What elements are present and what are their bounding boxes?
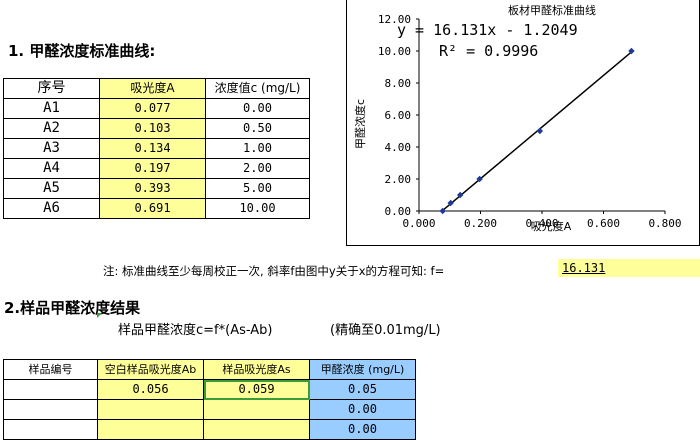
header-cell[interactable]: 空白样品吸光度Ab — [97, 359, 204, 380]
table-row: A2 0.103 0.50 — [3, 118, 310, 139]
header-cell[interactable]: 浓度值c (mg/L) — [205, 78, 310, 99]
sample-id-cell[interactable]: A6 — [3, 198, 100, 219]
absorbance-cell[interactable]: 0.103 — [99, 118, 206, 139]
sample-id-cell[interactable]: A1 — [3, 98, 100, 119]
y-axis-label: 甲醛浓度c — [353, 99, 367, 149]
data-point — [439, 207, 446, 215]
sample-id-cell[interactable]: A2 — [3, 118, 100, 139]
sample-table-header: 样品编号 空白样品吸光度Ab 样品吸光度As 甲醛浓度 (mg/L) — [3, 359, 416, 380]
x-tick-label: 0.200 — [464, 217, 497, 230]
slope-f-value: 16.131 — [562, 261, 606, 275]
table-row: 0.00 — [3, 399, 416, 420]
sample-absorbance-cell-selected[interactable]: 0.059 — [203, 379, 310, 400]
table-row: A5 0.393 5.00 — [3, 178, 310, 199]
x-tick-label: 0.800 — [648, 217, 681, 230]
comment-marker — [97, 313, 102, 318]
slope-f-cell[interactable]: 16.131 — [558, 259, 700, 277]
concentration-result-cell[interactable]: 0.00 — [309, 399, 416, 420]
y-tick-label: 0.00 — [385, 205, 412, 218]
chart-title: 板材甲醛标准曲线 — [508, 3, 596, 17]
y-tick-label: 8.00 — [385, 77, 412, 90]
y-tick-label: 4.00 — [385, 141, 412, 154]
blank-absorbance-cell[interactable] — [97, 399, 204, 420]
table-row: A4 0.197 2.00 — [3, 158, 310, 179]
standard-table-header: 序号 吸光度A 浓度值c (mg/L) — [3, 78, 310, 99]
header-cell[interactable]: 序号 — [3, 78, 100, 99]
concentration-cell[interactable]: 2.00 — [205, 158, 310, 179]
r-squared-label: R² = 0.9996 — [439, 42, 538, 60]
header-cell[interactable]: 甲醛浓度 (mg/L) — [309, 359, 416, 380]
data-point — [536, 127, 544, 135]
x-tick-label: 0.400 — [525, 217, 558, 230]
data-point — [476, 175, 483, 183]
concentration-cell[interactable]: 0.00 — [205, 98, 310, 119]
absorbance-cell[interactable]: 0.077 — [99, 98, 206, 119]
table-row: 0.00 — [3, 419, 416, 440]
header-cell[interactable]: 样品吸光度As — [203, 359, 310, 380]
header-cell[interactable]: 吸光度A — [99, 78, 206, 99]
precision-note: (精确至0.01mg/L) — [330, 323, 441, 338]
concentration-result-cell[interactable]: 0.05 — [309, 379, 416, 400]
sample-id-cell[interactable] — [3, 419, 98, 440]
trendline-equation: y = 16.131x - 1.2049 — [397, 21, 578, 39]
sample-absorbance-cell[interactable] — [203, 399, 310, 420]
chart-canvas: 板材甲醛标准曲线 0.002.004.006.008.0010.0012.00 … — [353, 3, 682, 233]
y-tick-label: 2.00 — [385, 173, 412, 186]
absorbance-cell[interactable]: 0.134 — [99, 138, 206, 159]
concentration-result-cell[interactable]: 0.00 — [309, 419, 416, 440]
concentration-cell[interactable]: 0.50 — [205, 118, 310, 139]
header-cell[interactable]: 样品编号 — [3, 359, 98, 380]
sample-id-cell[interactable]: A4 — [3, 158, 100, 179]
section1-title: 1. 甲醛浓度标准曲线: — [8, 42, 156, 60]
sample-id-cell[interactable]: A5 — [3, 178, 100, 199]
x-axis-label: 吸光度A — [531, 219, 572, 233]
sample-table: 样品编号 空白样品吸光度Ab 样品吸光度As 甲醛浓度 (mg/L) 0.056… — [3, 359, 416, 440]
table-row: A6 0.691 10.00 — [3, 198, 310, 219]
y-tick-label: 6.00 — [385, 109, 412, 122]
sample-id-cell[interactable] — [3, 399, 98, 420]
section2-title: 2.样品甲醛浓度结果 — [4, 299, 141, 317]
x-tick-label: 0.600 — [587, 217, 620, 230]
concentration-cell[interactable]: 10.00 — [205, 198, 310, 219]
concentration-cell[interactable]: 5.00 — [205, 178, 310, 199]
data-point — [447, 199, 454, 207]
blank-absorbance-cell[interactable]: 0.056 — [97, 379, 204, 400]
sample-id-cell[interactable]: A3 — [3, 138, 100, 159]
blank-absorbance-cell[interactable] — [97, 419, 204, 440]
table-row: A3 0.134 1.00 — [3, 138, 310, 159]
table-row: 0.056 0.059 0.05 — [3, 379, 416, 400]
calibration-chart[interactable]: 板材甲醛标准曲线 0.00 2.00 4.00 6.00 8.00 10.00 12.00 … — [346, 0, 700, 246]
formula-text: 样品甲醛浓度c=f*(As-Ab) — [118, 323, 273, 338]
sample-id-cell[interactable] — [3, 379, 98, 400]
table-row: A1 0.077 0.00 — [3, 98, 310, 119]
x-tick-label: 0.000 — [402, 217, 435, 230]
standard-table: 序号 吸光度A 浓度值c (mg/L) A1 0.077 0.00 A2 0.1… — [3, 78, 310, 219]
data-point — [457, 191, 464, 199]
y-tick-label: 10.00 — [378, 45, 411, 58]
calibration-note: 注: 标准曲线至少每周校正一次, 斜率f由图中y关于x的方程可知: f= — [103, 264, 445, 278]
concentration-cell[interactable]: 1.00 — [205, 138, 310, 159]
y-tick-label: 12.00 — [378, 13, 411, 26]
absorbance-cell[interactable]: 0.197 — [99, 158, 206, 179]
sample-absorbance-cell[interactable] — [203, 419, 310, 440]
absorbance-cell[interactable]: 0.393 — [99, 178, 206, 199]
absorbance-cell[interactable]: 0.691 — [99, 198, 206, 219]
